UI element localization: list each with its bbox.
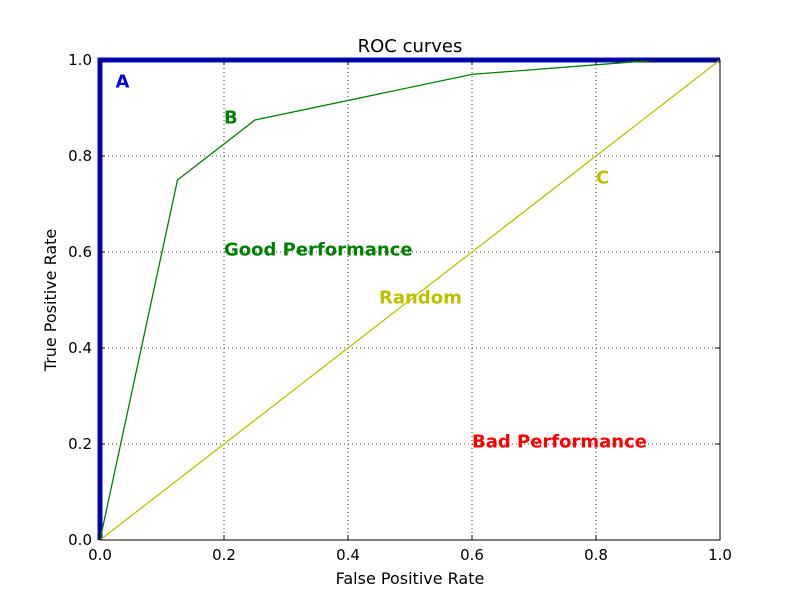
y-tick-label: 0.2 <box>68 435 92 453</box>
grid <box>100 60 720 540</box>
chart-title: ROC curves <box>358 36 463 57</box>
x-tick-label: 0.2 <box>212 546 236 564</box>
y-tick-label: 0.0 <box>68 531 92 549</box>
y-tick-label: 0.6 <box>68 243 92 261</box>
y-axis-label: True Positive Rate <box>41 229 60 373</box>
series-line-2 <box>99 59 721 541</box>
annotation-label: Random <box>379 288 462 309</box>
y-tick-label: 0.8 <box>68 147 92 165</box>
x-tick-label: 0.8 <box>584 546 608 564</box>
y-tick-label: 0.4 <box>68 339 92 357</box>
axes-frame <box>99 59 721 541</box>
annotation-label: C <box>596 168 609 189</box>
x-axis-label: False Positive Rate <box>336 569 485 588</box>
x-tick-label: 0.0 <box>88 546 112 564</box>
x-tick-label: 0.6 <box>460 546 484 564</box>
y-tick-label: 1.0 <box>68 51 92 69</box>
annotations: A B C Good Performance Random Bad Performance <box>116 72 647 453</box>
annotation-label: B <box>224 108 238 129</box>
annotation-label: A <box>116 72 130 93</box>
annotation-label: Bad Performance <box>472 432 647 453</box>
annotation-label: Good Performance <box>224 240 413 261</box>
x-tick-label: 1.0 <box>708 546 732 564</box>
x-tick-label: 0.4 <box>336 546 360 564</box>
ticks: 0.0 0.2 0.4 0.6 0.8 1.0 0.0 0.2 0.4 0.6 0.8 1.0 <box>68 51 732 564</box>
